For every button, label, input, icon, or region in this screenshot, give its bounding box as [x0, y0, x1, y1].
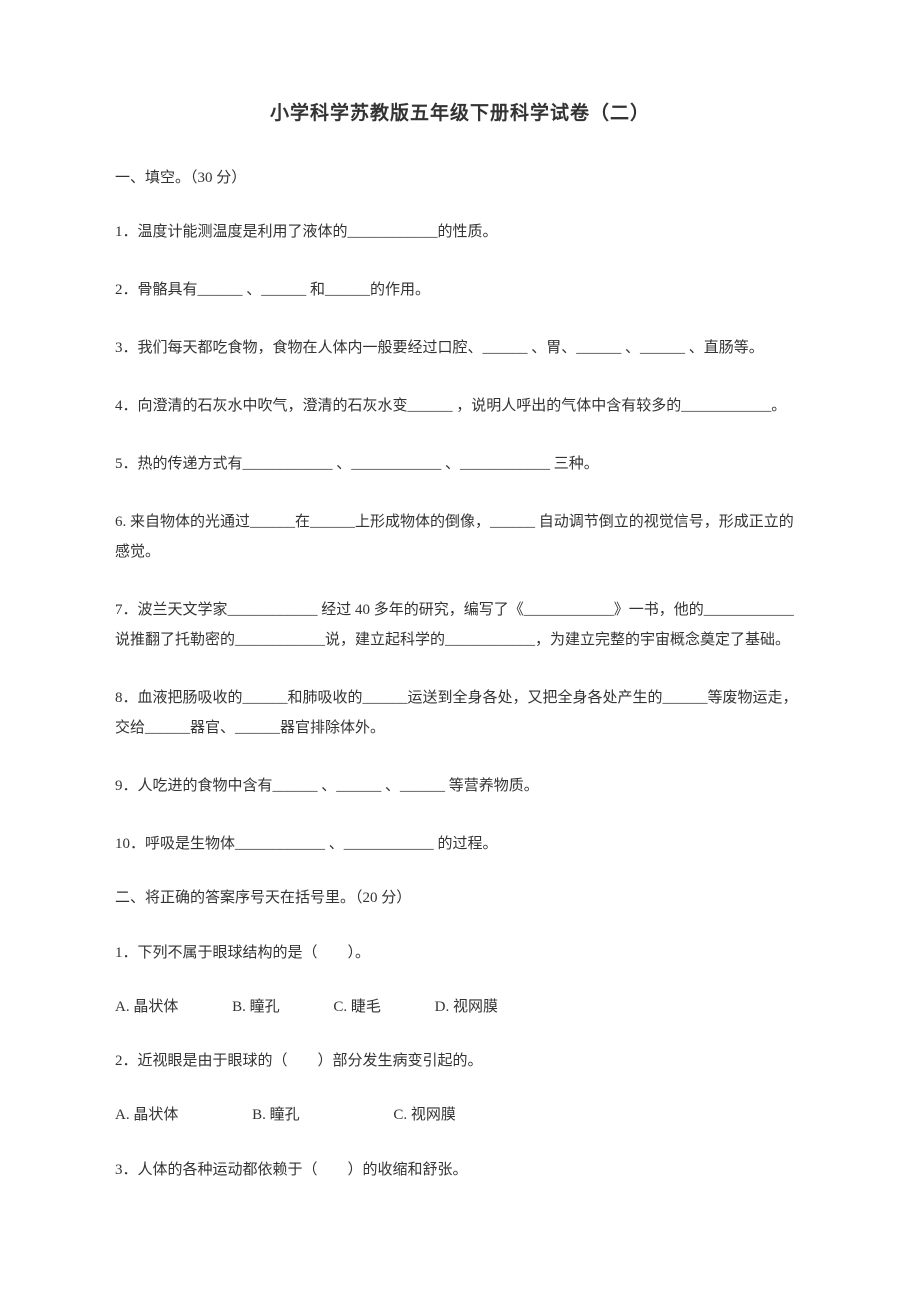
q2-2-opt-b: B. 瞳孔 [252, 1104, 300, 1127]
q1-7: 7．波兰天文学家____________ 经过 40 多年的研究，编写了《___… [115, 595, 805, 655]
q2-1-opt-a: A. 晶状体 [115, 996, 178, 1019]
q1-4: 4．向澄清的石灰水中吹气，澄清的石灰水变______ ，说明人呼出的气体中含有较… [115, 391, 805, 421]
q1-8: 8．血液把肠吸收的______和肺吸收的______运送到全身各处，又把全身各处… [115, 683, 805, 743]
q1-2: 2．骨骼具有______ 、______ 和______的作用。 [115, 275, 805, 305]
q2-1-text: 1．下列不属于眼球结构的是（ ）。 [115, 938, 805, 968]
q1-3: 3．我们每天都吃食物，食物在人体内一般要经过口腔、______ 、胃、_____… [115, 333, 805, 363]
section2-header: 二、将正确的答案序号天在括号里。（20 分） [115, 887, 805, 910]
q2-2-text: 2．近视眼是由于眼球的（ ）部分发生病变引起的。 [115, 1046, 805, 1076]
q2-2-options: A. 晶状体 B. 瞳孔 C. 视网膜 [115, 1104, 805, 1127]
q2-1-opt-b: B. 瞳孔 [232, 996, 280, 1019]
q1-5: 5．热的传递方式有____________ 、____________ 、___… [115, 449, 805, 479]
q2-2-opt-c: C. 视网膜 [393, 1104, 456, 1127]
q1-1: 1．温度计能测温度是利用了液体的____________的性质。 [115, 217, 805, 247]
exam-page: 小学科学苏教版五年级下册科学试卷（二） 一、填空。（30 分） 1．温度计能测温… [0, 0, 920, 1273]
q2-1-opt-d: D. 视网膜 [435, 996, 498, 1019]
q2-3-text: 3．人体的各种运动都依赖于（ ）的收缩和舒张。 [115, 1155, 805, 1185]
q2-1-options: A. 晶状体 B. 瞳孔 C. 睫毛 D. 视网膜 [115, 996, 805, 1019]
q1-6: 6. 来自物体的光通过______在______上形成物体的倒像，______ … [115, 507, 805, 567]
section1-header: 一、填空。（30 分） [115, 167, 805, 190]
q1-9: 9．人吃进的食物中含有______ 、______ 、______ 等营养物质。 [115, 771, 805, 801]
exam-title: 小学科学苏教版五年级下册科学试卷（二） [115, 100, 805, 129]
q1-10: 10．呼吸是生物体____________ 、____________ 的过程。 [115, 829, 805, 859]
q2-2-opt-a: A. 晶状体 [115, 1104, 178, 1127]
q2-1-opt-c: C. 睫毛 [333, 996, 381, 1019]
